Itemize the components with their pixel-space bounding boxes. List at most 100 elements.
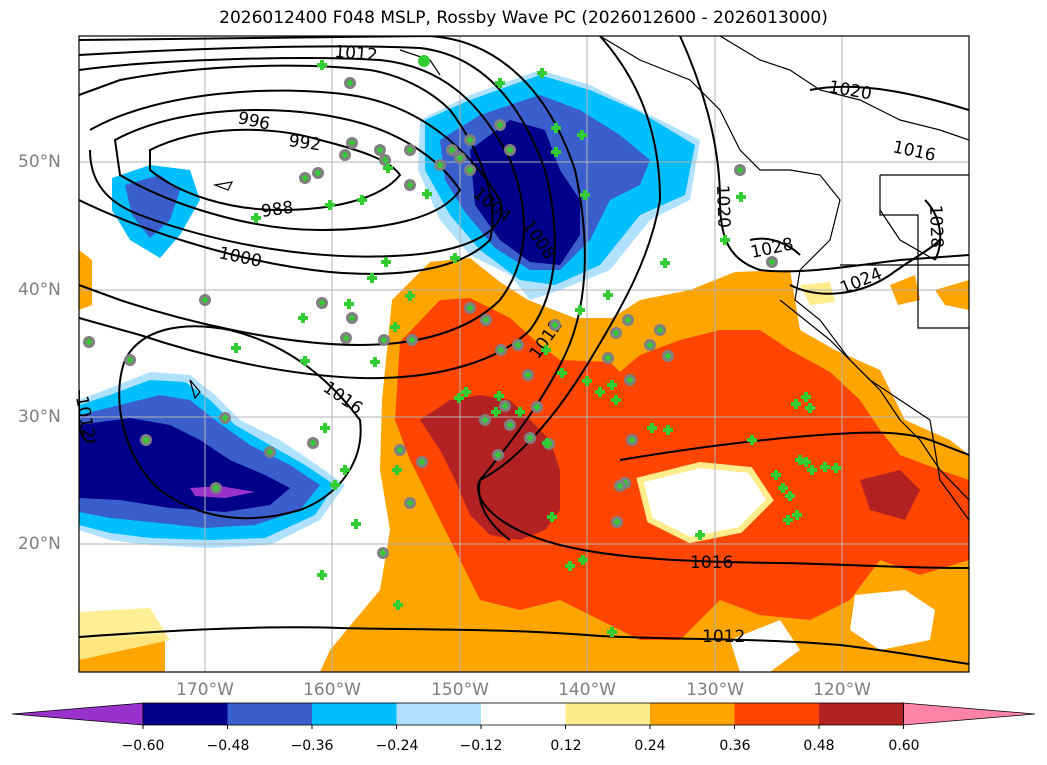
isobar-992 <box>113 109 462 232</box>
colorbar-tick-label: 0.24 <box>634 738 666 754</box>
colorbar-tick-label: −0.36 <box>290 738 334 754</box>
station-marker-cross <box>507 147 513 153</box>
station-marker-cross <box>251 213 261 223</box>
colorbar-extend-right <box>903 702 1036 726</box>
station-marker-cross <box>795 455 805 465</box>
station-marker-cross <box>422 189 432 199</box>
isobars <box>79 36 969 665</box>
station-marker-cross <box>382 157 388 163</box>
station-marker-cross <box>611 395 621 405</box>
station-marker-cross <box>577 130 587 140</box>
station-marker-cross <box>143 437 149 443</box>
station-marker-cross <box>330 480 340 490</box>
station-marker-cross <box>127 357 133 363</box>
station-marker-cross <box>494 391 504 401</box>
station-marker-cross <box>663 425 673 435</box>
isobar-996 <box>89 89 503 258</box>
station-marker-cross <box>213 485 219 491</box>
station-marker-cross <box>660 258 670 268</box>
anomaly-hole-3 <box>730 620 800 672</box>
station-marker-cross <box>737 167 743 173</box>
station-marker-cross <box>785 491 795 501</box>
station-marker-cross <box>349 140 355 146</box>
anomaly-negative-sw-0.60 <box>190 486 255 498</box>
station-marker-cross <box>831 463 841 473</box>
station-marker-cross <box>607 380 617 390</box>
station-marker-cross <box>603 290 613 300</box>
isobar-1020 <box>679 36 969 273</box>
station-marker-cross <box>497 122 503 128</box>
map-frame <box>78 35 970 673</box>
station-marker-cross <box>534 404 540 410</box>
station-marker-cross <box>467 305 473 311</box>
station-marker-cross <box>449 147 455 153</box>
station-marker-cross <box>267 449 273 455</box>
station-marker-cross <box>647 423 657 433</box>
colorbar-tick-label: 0.12 <box>550 738 582 754</box>
isobar-1024 <box>789 239 941 295</box>
station-marker-highlight <box>418 55 430 67</box>
station-marker-cross <box>340 465 350 475</box>
station-markers <box>83 55 841 637</box>
isobar-1028-b <box>924 199 942 261</box>
anomaly-hole-1 <box>640 465 770 540</box>
colorbar-segment <box>734 703 820 725</box>
station-marker-cross <box>419 459 425 465</box>
anomaly-negative-sw-0.48 <box>79 418 290 512</box>
station-marker-cross <box>801 392 811 402</box>
longitude-label: 160°W <box>303 680 361 700</box>
station-marker-cross <box>202 297 208 303</box>
station-marker-cross <box>392 465 402 475</box>
station-marker-cross <box>525 372 531 378</box>
station-marker-cross <box>407 182 413 188</box>
colorbar-segment <box>396 703 482 725</box>
longitude-label: 150°W <box>431 680 489 700</box>
station-marker-cross <box>625 317 631 323</box>
station-marker-cross <box>317 570 327 580</box>
colorbar-segment <box>481 703 566 725</box>
station-marker-cross <box>370 357 380 367</box>
station-marker-cross <box>298 313 308 323</box>
station-marker-cross <box>498 347 504 353</box>
station-marker-cross <box>582 376 592 386</box>
station-marker-cross <box>407 147 413 153</box>
station-marker-cross <box>595 387 605 397</box>
colorbar-segment <box>143 703 228 725</box>
station-marker-cross <box>381 257 391 267</box>
station-marker-cross <box>605 355 611 361</box>
station-marker-cross <box>351 519 361 529</box>
colorbar-tick-label: 0.60 <box>888 738 920 754</box>
station-marker-cross <box>547 512 557 522</box>
station-marker-cross <box>457 155 463 161</box>
station-marker-cross <box>627 377 633 383</box>
latitude-label: 20°N <box>18 534 61 554</box>
chart-title: 2026012400 F048 MSLP, Rossby Wave PC (20… <box>219 8 828 28</box>
station-marker-cross <box>769 259 775 265</box>
station-marker-cross <box>792 510 802 520</box>
station-marker-cross <box>347 80 353 86</box>
station-marker-cross <box>390 322 400 332</box>
station-marker-cross <box>409 337 415 343</box>
station-marker-cross <box>317 60 327 70</box>
station-marker-cross <box>325 200 335 210</box>
station-marker-cross <box>482 417 488 423</box>
station-marker-cross <box>541 345 551 355</box>
station-marker-cross <box>778 483 788 493</box>
station-marker-cross <box>483 317 489 323</box>
isobar-1008 <box>79 45 556 380</box>
station-marker-cross <box>319 300 325 306</box>
station-marker-cross <box>393 600 403 610</box>
isobar-label: 992 <box>287 131 322 155</box>
station-marker-cross <box>613 330 619 336</box>
station-marker-cross <box>310 440 316 446</box>
isobar-1000 <box>79 64 494 275</box>
station-marker-cross <box>736 192 746 202</box>
isobar-1016 <box>118 325 362 520</box>
station-marker-cross <box>377 147 383 153</box>
station-marker-cross <box>383 163 393 173</box>
station-marker-cross <box>551 123 561 133</box>
isobar-label: 988 <box>260 198 295 222</box>
station-marker-cross <box>342 152 348 158</box>
colorbar-outline <box>142 702 904 726</box>
